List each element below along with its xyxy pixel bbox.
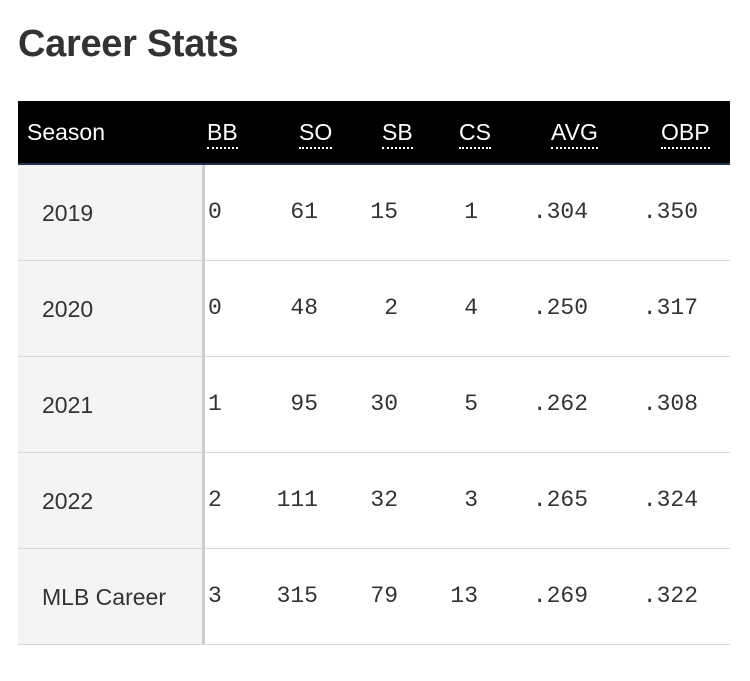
avg-value: .262	[532, 391, 588, 417]
header-season[interactable]: Season	[27, 119, 106, 145]
career-stats-table: Season BB SO SB CS AVG OBP 2019 0 61 15 …	[18, 101, 730, 645]
header-cs[interactable]: CS	[459, 101, 491, 163]
table-row: 2022 2 111 32 3 .265 .324	[18, 453, 730, 549]
so-value: 95	[290, 391, 318, 417]
cs-value: 1	[464, 199, 478, 225]
header-cs-label[interactable]: CS	[459, 119, 491, 149]
so-value: 315	[276, 583, 318, 609]
header-so[interactable]: SO	[299, 101, 333, 163]
obp-value: .350	[642, 199, 698, 225]
cs-value: 13	[450, 583, 478, 609]
season-label: 2020	[42, 296, 94, 322]
obp-value: .324	[642, 487, 698, 513]
season-label: 2021	[42, 392, 94, 418]
avg-value: .265	[532, 487, 588, 513]
header-obp[interactable]: OBP	[661, 101, 710, 163]
cs-value: 3	[464, 487, 478, 513]
avg-value: .304	[532, 199, 588, 225]
header-bb[interactable]: BB	[207, 101, 238, 163]
header-bb-label[interactable]: BB	[207, 119, 238, 149]
so-value: 111	[276, 487, 318, 513]
table-row-career-total: MLB Career 3 315 79 13 .269 .322	[18, 549, 730, 645]
season-cell: 2022	[18, 453, 205, 548]
obp-value: .308	[642, 391, 698, 417]
bb-value: 1	[208, 391, 222, 417]
table-header-row: Season BB SO SB CS AVG OBP	[18, 101, 730, 165]
season-label: MLB Career	[42, 584, 166, 610]
season-label: 2022	[42, 488, 94, 514]
cs-value: 5	[464, 391, 478, 417]
bb-value: 3	[208, 583, 222, 609]
table-row: 2019 0 61 15 1 .304 .350	[18, 165, 730, 261]
season-cell: 2020	[18, 261, 205, 356]
obp-value: .322	[642, 583, 698, 609]
so-value: 61	[290, 199, 318, 225]
obp-value: .317	[642, 295, 698, 321]
header-avg-label[interactable]: AVG	[551, 119, 598, 149]
bb-value: 2	[208, 487, 222, 513]
header-sb-label[interactable]: SB	[382, 119, 413, 149]
sb-value: 2	[384, 295, 398, 321]
page-title: Career Stats	[18, 23, 239, 65]
season-cell: MLB Career	[18, 549, 205, 644]
header-sb[interactable]: SB	[382, 101, 413, 163]
season-label: 2019	[42, 200, 94, 226]
cs-value: 4	[464, 295, 478, 321]
season-cell: 2019	[18, 165, 205, 260]
table-row: 2020 0 48 2 4 .250 .317	[18, 261, 730, 357]
bb-value: 0	[208, 199, 222, 225]
sb-value: 15	[370, 199, 398, 225]
header-avg[interactable]: AVG	[551, 101, 598, 163]
sb-value: 79	[370, 583, 398, 609]
bb-value: 0	[208, 295, 222, 321]
avg-value: .250	[532, 295, 588, 321]
header-obp-label[interactable]: OBP	[661, 119, 710, 149]
avg-value: .269	[532, 583, 588, 609]
header-so-label[interactable]: SO	[299, 119, 333, 149]
so-value: 48	[290, 295, 318, 321]
season-cell: 2021	[18, 357, 205, 452]
sb-value: 32	[370, 487, 398, 513]
table-row: 2021 1 95 30 5 .262 .308	[18, 357, 730, 453]
sb-value: 30	[370, 391, 398, 417]
